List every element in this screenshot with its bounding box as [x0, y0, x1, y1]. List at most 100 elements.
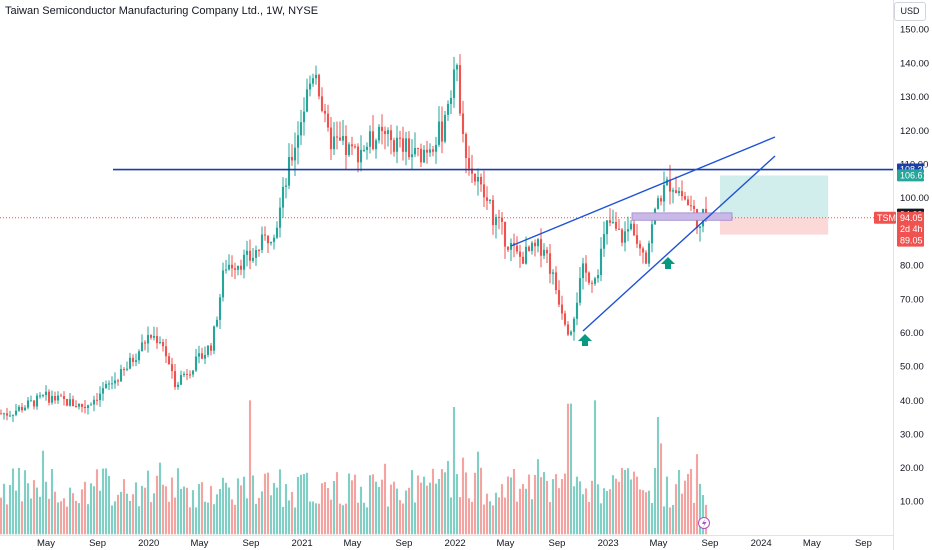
candle-body [431, 149, 435, 152]
volume-bar [185, 487, 189, 535]
candle-body [635, 235, 639, 244]
volume-bar [47, 498, 51, 535]
candle-body [596, 275, 600, 279]
candle-body [320, 96, 324, 111]
candle-body [401, 138, 405, 152]
candle-body [449, 98, 453, 104]
volume-bar [242, 476, 246, 535]
volume-bars [0, 400, 708, 535]
volume-bar [614, 478, 618, 535]
volume-bar [521, 484, 525, 535]
volume-bar [290, 491, 294, 535]
volume-bar [584, 488, 588, 535]
candle-body [290, 157, 294, 161]
volume-bar [323, 482, 327, 535]
candle-body [533, 242, 537, 247]
candle-body [608, 220, 612, 223]
volume-bar [524, 488, 528, 535]
volume-bar [188, 507, 192, 535]
volume-bar [224, 482, 228, 535]
candle-body [206, 345, 210, 355]
volume-bar [377, 487, 381, 535]
volume-bar [95, 469, 99, 535]
volume-bar [314, 503, 318, 535]
candle-body [644, 252, 648, 264]
volume-bar [347, 473, 351, 535]
volume-bar [272, 482, 276, 535]
candle-body [338, 137, 342, 141]
volume-bar [599, 503, 603, 535]
drawing-tools[interactable] [113, 136, 893, 529]
candle-body [413, 147, 417, 155]
candle-body [272, 237, 276, 242]
candle-body [230, 264, 234, 269]
x-tick-label: Sep [702, 538, 719, 549]
volume-bar [470, 501, 474, 535]
volume-bar [671, 505, 675, 535]
candle-body [110, 383, 114, 385]
candle-body [131, 357, 135, 362]
candle-body [332, 136, 336, 150]
volume-bar [164, 486, 168, 535]
candle-body [350, 144, 354, 147]
volume-bar [641, 490, 645, 535]
candle-body [446, 103, 450, 115]
volume-bar [443, 472, 447, 535]
volume-bar [509, 477, 513, 535]
candle-body [557, 290, 561, 305]
volume-bar [677, 469, 681, 535]
volume-bar [536, 459, 540, 535]
candle-body [314, 74, 318, 79]
current-price-tag-bg [897, 211, 924, 236]
volume-bar [581, 494, 585, 535]
volume-bar [26, 483, 30, 535]
candle-body [398, 137, 402, 139]
volume-bar [296, 476, 300, 535]
volume-bar [380, 479, 384, 535]
candle-body [488, 200, 492, 202]
volume-bar [698, 483, 702, 535]
candle-body [317, 74, 321, 97]
volume-bar [446, 460, 450, 535]
candle-body [98, 393, 102, 401]
volume-bar [434, 483, 438, 535]
volume-bar [392, 481, 396, 535]
candle-body [248, 250, 252, 261]
candle-body [14, 410, 18, 415]
currency-button[interactable]: USD [894, 2, 926, 21]
volume-bar [50, 469, 54, 535]
volume-bar [155, 475, 159, 535]
x-tick-label: 2022 [445, 538, 466, 549]
candle-body [683, 196, 687, 200]
volume-bar [683, 480, 687, 535]
volume-bar [86, 504, 90, 535]
volume-bar [332, 481, 336, 535]
candle-body [164, 346, 168, 357]
candle-body [224, 269, 228, 271]
candle-body [119, 369, 123, 382]
volume-bar [488, 501, 492, 535]
volume-bar [557, 488, 561, 535]
volume-bar [8, 484, 12, 535]
volume-bar [458, 497, 462, 535]
volume-bar [248, 400, 252, 535]
candle-body [218, 297, 222, 320]
candle-body [410, 154, 414, 158]
candle-body [407, 138, 411, 158]
volume-bar [287, 500, 291, 535]
volume-bar [467, 498, 471, 535]
volume-bar [266, 472, 270, 535]
x-tick-label: Sep [396, 538, 413, 549]
volume-bar [233, 504, 237, 535]
candle-body [590, 282, 594, 284]
volume-bar [428, 482, 432, 535]
candle-body [347, 144, 351, 156]
volume-bar [173, 497, 177, 535]
volume-bar [215, 494, 219, 535]
candle-body [161, 342, 165, 347]
volume-bar [236, 478, 240, 535]
wedge-lower-line [582, 155, 776, 332]
candle-body [416, 147, 420, 149]
candle-body [419, 148, 423, 163]
